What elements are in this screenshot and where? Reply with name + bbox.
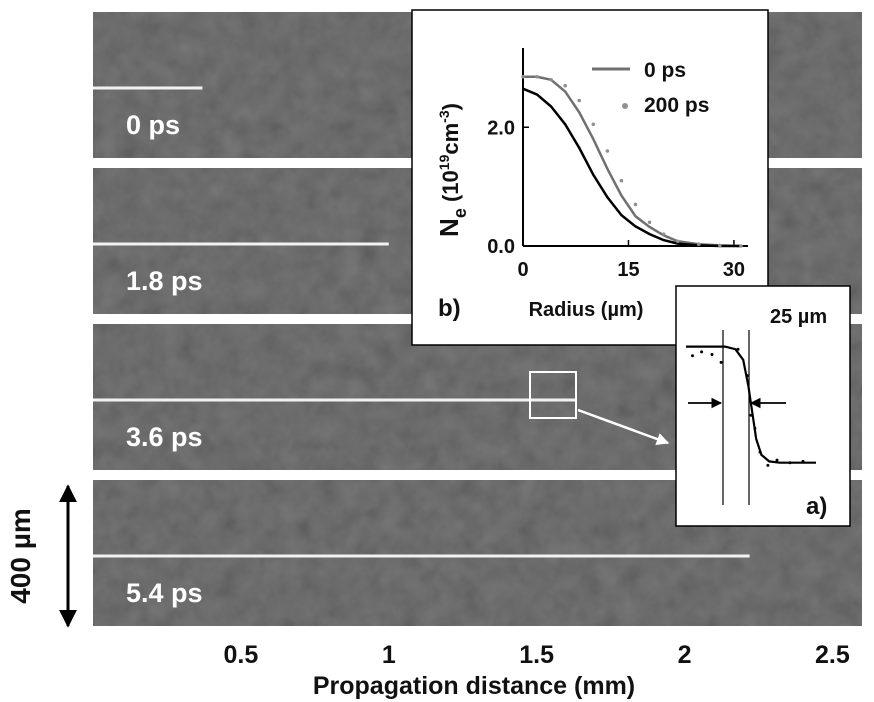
inset-b-series-2-point [647,220,652,225]
ylabel-exp2: -3 [436,110,452,123]
main-x-tick-label: 2 [678,641,692,669]
inset-a-data-point [758,450,762,454]
inset-a-data-point [766,463,770,467]
inset-b-series-2-point [535,74,539,79]
inset-b-series-1-line [522,87,741,248]
inset-b-panel-label: b) [438,295,461,322]
inset-a-width-annotation: 25 µm [770,306,827,328]
inset-b-series-2-point [619,178,624,183]
inset-a-data-point [749,413,753,417]
inset-a-data-point [700,350,704,354]
inset-a-plot-area [686,345,816,467]
inset-a-data-point [745,374,749,378]
inset-b-series-2-point [633,202,638,207]
main-x-tick-label: 1 [382,641,396,669]
inset-a-data-point [801,459,805,463]
main-x-axis-label: Propagation distance (mm) [313,672,635,700]
legend-swatch-200ps [622,103,628,109]
legend-label-0ps: 0 ps [644,59,686,82]
inset-b-series-0-line [523,75,742,248]
inset-a-data-point [736,347,740,351]
legend-label-200ps: 200 ps [644,94,709,117]
inset-b-plot-area: 0.0 2.0 0 15 30 [487,48,748,281]
scale-bar-label: 400 µm [5,508,36,604]
time-label: 1.8 ps [126,266,203,296]
ylabel-main: N [434,218,464,237]
ylabel-unit-mid: cm [438,123,463,155]
time-label: 0 ps [126,110,180,140]
inset-b-series-2-point [739,244,743,248]
svg-text:Ne (1019cm-3): Ne (1019cm-3) [434,103,470,237]
inset-b-y-axis-label: Ne (1019cm-3) [434,103,470,237]
inset-a-data-point [788,461,792,465]
inset-a-data-point [719,360,723,364]
inset-a-edge-profile: 25 µm a) [675,285,851,527]
inset-b-y-tick-label: 0.0 [487,236,515,258]
inset-b-series-2-point [696,242,701,247]
inset-b-series-2-point [577,98,582,103]
inset-a-data-point [710,352,714,356]
inset-b-series-2-point [661,232,666,236]
time-label: 3.6 ps [126,422,203,452]
inset-a-data-point [775,458,779,462]
main-x-tick-label: 2.5 [815,641,850,669]
ylabel-unit-post: ) [438,103,463,110]
ylabel-unit-pre: (10 [438,170,463,208]
main-x-tick-label: 0.5 [224,641,259,669]
inset-b-legend: 0 ps 200 ps [592,59,709,117]
inset-b-series-2-point [675,239,680,244]
scale-bar: 400 µm [5,484,77,628]
inset-b-x-axis-label: Radius (µm) [529,299,644,321]
inset-b-series-2-point [521,74,525,79]
inset-a-fit-line [686,345,816,464]
inset-b-series-2-point [563,83,567,88]
selection-arrow [577,408,670,445]
ylabel-exp: 19 [436,154,452,170]
inset-b-x-tick-label: 0 [517,259,528,281]
inset-b-series-2-point [605,149,610,153]
inset-b-x-tick-label: 15 [617,259,639,281]
inset-b-x-tick-label: 30 [723,259,745,281]
inset-b-series-2-point [549,77,553,82]
inset-a-panel-label: a) [806,493,827,520]
time-label: 5.4 ps [126,578,203,608]
inset-b-y-tick-label: 2.0 [487,117,515,139]
selection-box [529,371,577,419]
inset-b-series-2-point [591,122,596,127]
inset-b-series-2-point [718,243,722,248]
main-x-axis: Propagation distance (mm) 0.5 1 1.5 2 2.5 [224,641,850,700]
inset-a-data-point [753,426,757,430]
inset-a-data-point [691,354,694,358]
ylabel-sub: e [450,208,470,218]
main-x-tick-label: 1.5 [519,641,554,669]
